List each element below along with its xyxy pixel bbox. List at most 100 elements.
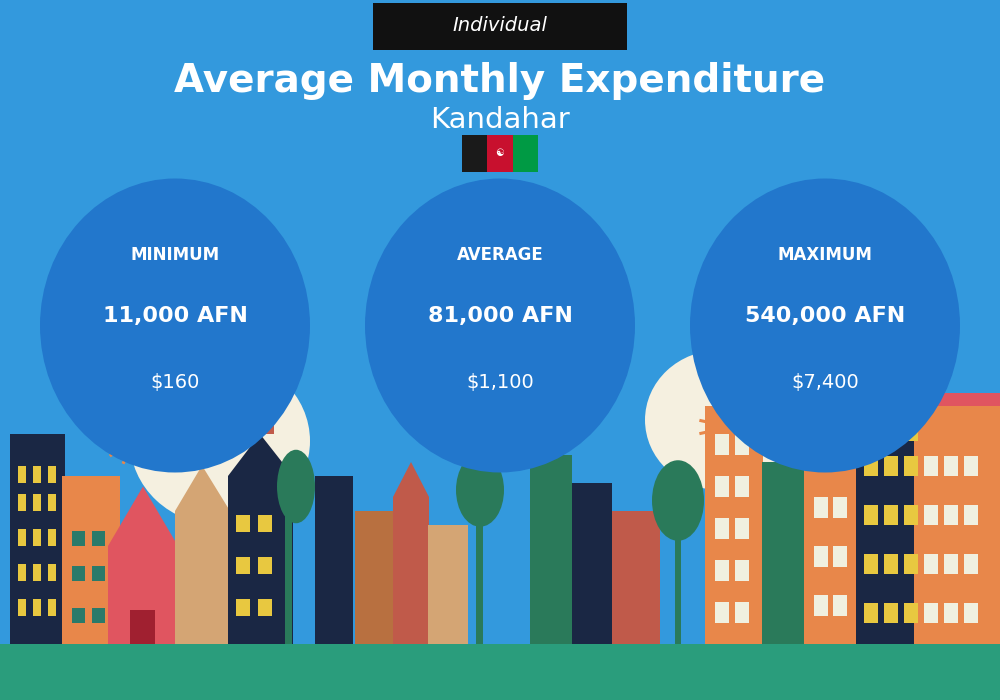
- Bar: [856, 392, 914, 644]
- Bar: [884, 603, 898, 623]
- Bar: [428, 525, 468, 644]
- Text: ☯: ☯: [496, 148, 504, 158]
- Bar: [0, 644, 1000, 700]
- Text: Average Monthly Expenditure: Average Monthly Expenditure: [174, 62, 826, 99]
- Bar: [33, 528, 41, 546]
- Bar: [572, 483, 612, 644]
- Bar: [705, 406, 763, 644]
- Bar: [814, 595, 828, 616]
- Bar: [33, 564, 41, 581]
- Bar: [236, 514, 250, 532]
- Bar: [48, 598, 56, 616]
- Bar: [864, 505, 878, 525]
- Bar: [735, 518, 749, 539]
- Bar: [864, 554, 878, 574]
- Bar: [833, 497, 847, 518]
- Text: AVERAGE: AVERAGE: [457, 246, 543, 265]
- Bar: [864, 456, 878, 476]
- Bar: [833, 595, 847, 616]
- Bar: [904, 554, 918, 574]
- Bar: [48, 528, 56, 546]
- Bar: [18, 598, 26, 616]
- Bar: [715, 602, 729, 623]
- Bar: [487, 135, 513, 172]
- Bar: [715, 518, 729, 539]
- Bar: [944, 505, 958, 525]
- Bar: [228, 476, 293, 644]
- Bar: [18, 528, 26, 546]
- Bar: [175, 511, 230, 644]
- Bar: [108, 546, 178, 644]
- Bar: [72, 608, 85, 623]
- Bar: [964, 554, 978, 574]
- Bar: [804, 427, 856, 644]
- Bar: [762, 462, 804, 644]
- Ellipse shape: [277, 450, 315, 524]
- Bar: [924, 456, 938, 476]
- Polygon shape: [108, 486, 178, 546]
- Bar: [315, 476, 353, 644]
- Bar: [833, 546, 847, 567]
- Bar: [814, 546, 828, 567]
- Bar: [924, 603, 938, 623]
- Polygon shape: [228, 434, 293, 476]
- Bar: [924, 505, 938, 525]
- Bar: [18, 564, 26, 581]
- Bar: [924, 554, 938, 574]
- Bar: [884, 554, 898, 574]
- FancyBboxPatch shape: [373, 4, 627, 50]
- Bar: [864, 421, 878, 441]
- Bar: [48, 564, 56, 581]
- Bar: [904, 505, 918, 525]
- Ellipse shape: [456, 454, 504, 526]
- Bar: [530, 455, 572, 644]
- Polygon shape: [175, 466, 230, 511]
- Bar: [904, 456, 918, 476]
- Bar: [944, 456, 958, 476]
- Bar: [33, 466, 41, 483]
- Bar: [964, 603, 978, 623]
- Ellipse shape: [652, 461, 704, 541]
- Bar: [814, 497, 828, 518]
- Bar: [884, 505, 898, 525]
- Bar: [48, 466, 56, 483]
- Ellipse shape: [365, 178, 635, 472]
- Bar: [33, 598, 41, 616]
- Bar: [904, 421, 918, 441]
- Text: 81,000 AFN: 81,000 AFN: [428, 307, 572, 326]
- Ellipse shape: [715, 416, 825, 536]
- Bar: [964, 456, 978, 476]
- Bar: [62, 476, 120, 644]
- Bar: [33, 494, 41, 511]
- Bar: [675, 511, 681, 644]
- Bar: [236, 556, 250, 574]
- Text: $160: $160: [150, 373, 200, 393]
- Bar: [612, 511, 660, 644]
- Bar: [18, 466, 26, 483]
- Bar: [735, 434, 749, 455]
- Bar: [72, 566, 85, 581]
- Bar: [884, 421, 898, 441]
- Bar: [92, 566, 105, 581]
- Text: Kandahar: Kandahar: [430, 106, 570, 134]
- Bar: [264, 399, 274, 434]
- Ellipse shape: [130, 357, 310, 525]
- Bar: [92, 608, 105, 623]
- Ellipse shape: [690, 178, 960, 472]
- Text: 540,000 AFN: 540,000 AFN: [745, 307, 905, 326]
- Bar: [735, 602, 749, 623]
- Bar: [864, 603, 878, 623]
- Bar: [964, 505, 978, 525]
- Bar: [48, 494, 56, 511]
- Bar: [715, 476, 729, 497]
- Bar: [944, 554, 958, 574]
- Bar: [92, 531, 105, 546]
- Polygon shape: [393, 462, 429, 497]
- Text: $1,100: $1,100: [466, 373, 534, 393]
- Ellipse shape: [645, 350, 795, 490]
- Bar: [715, 434, 729, 455]
- Text: MAXIMUM: MAXIMUM: [778, 246, 872, 265]
- Bar: [462, 135, 487, 172]
- Bar: [258, 598, 272, 616]
- Bar: [0, 399, 1000, 644]
